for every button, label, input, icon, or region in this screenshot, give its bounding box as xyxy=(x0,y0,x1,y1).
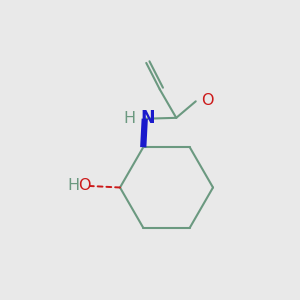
Text: N: N xyxy=(140,109,155,127)
Text: O: O xyxy=(202,93,214,108)
Text: O: O xyxy=(78,178,91,193)
Text: H: H xyxy=(123,111,135,126)
Text: H: H xyxy=(68,178,80,193)
